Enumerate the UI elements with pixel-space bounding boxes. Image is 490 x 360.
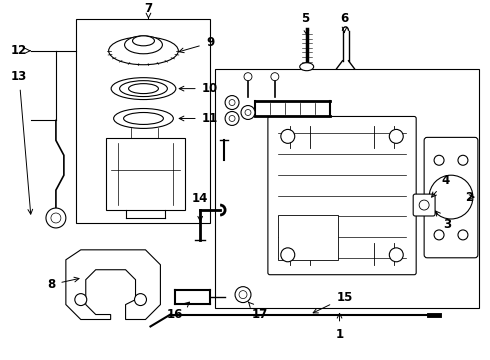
- Text: 12: 12: [11, 44, 30, 57]
- Circle shape: [46, 208, 66, 228]
- Circle shape: [75, 294, 87, 306]
- Circle shape: [281, 129, 295, 143]
- Text: 17: 17: [248, 302, 268, 321]
- Ellipse shape: [114, 108, 173, 129]
- Circle shape: [225, 112, 239, 125]
- Ellipse shape: [132, 36, 154, 46]
- Text: 14: 14: [192, 192, 208, 221]
- Text: 5: 5: [300, 13, 309, 35]
- Ellipse shape: [124, 36, 162, 54]
- FancyBboxPatch shape: [268, 117, 416, 275]
- Ellipse shape: [128, 84, 158, 94]
- Circle shape: [271, 73, 279, 81]
- Circle shape: [135, 294, 147, 306]
- FancyBboxPatch shape: [424, 138, 478, 258]
- Polygon shape: [66, 250, 160, 319]
- Ellipse shape: [120, 81, 168, 96]
- Ellipse shape: [123, 112, 163, 125]
- Circle shape: [235, 287, 251, 302]
- Text: 9: 9: [179, 36, 214, 53]
- Text: 10: 10: [179, 82, 218, 95]
- Ellipse shape: [300, 63, 314, 71]
- Ellipse shape: [109, 37, 178, 65]
- Circle shape: [239, 291, 247, 298]
- Text: 2: 2: [465, 190, 474, 204]
- Circle shape: [389, 129, 403, 143]
- Bar: [278, 215, 338, 260]
- Circle shape: [281, 248, 295, 262]
- Circle shape: [434, 230, 444, 240]
- Circle shape: [419, 200, 429, 210]
- Circle shape: [389, 248, 403, 262]
- Circle shape: [229, 100, 235, 105]
- Text: 7: 7: [145, 3, 152, 18]
- Text: 13: 13: [11, 70, 33, 214]
- Circle shape: [245, 109, 251, 116]
- Text: 6: 6: [341, 13, 349, 32]
- Circle shape: [429, 175, 473, 219]
- Circle shape: [244, 73, 252, 81]
- Circle shape: [229, 116, 235, 121]
- Text: 15: 15: [313, 291, 353, 313]
- Bar: [76, 19, 210, 223]
- Text: 11: 11: [179, 112, 218, 125]
- Circle shape: [51, 213, 61, 223]
- Ellipse shape: [111, 78, 176, 100]
- Text: 8: 8: [47, 277, 79, 291]
- Text: 3: 3: [436, 211, 451, 231]
- Bar: [215, 69, 479, 307]
- Circle shape: [225, 95, 239, 109]
- Text: 16: 16: [167, 302, 190, 321]
- Text: 1: 1: [336, 314, 343, 341]
- Circle shape: [241, 105, 255, 120]
- Text: 4: 4: [432, 174, 450, 197]
- FancyBboxPatch shape: [413, 194, 435, 216]
- Bar: [106, 138, 185, 210]
- Circle shape: [458, 230, 468, 240]
- Circle shape: [458, 155, 468, 165]
- Circle shape: [434, 155, 444, 165]
